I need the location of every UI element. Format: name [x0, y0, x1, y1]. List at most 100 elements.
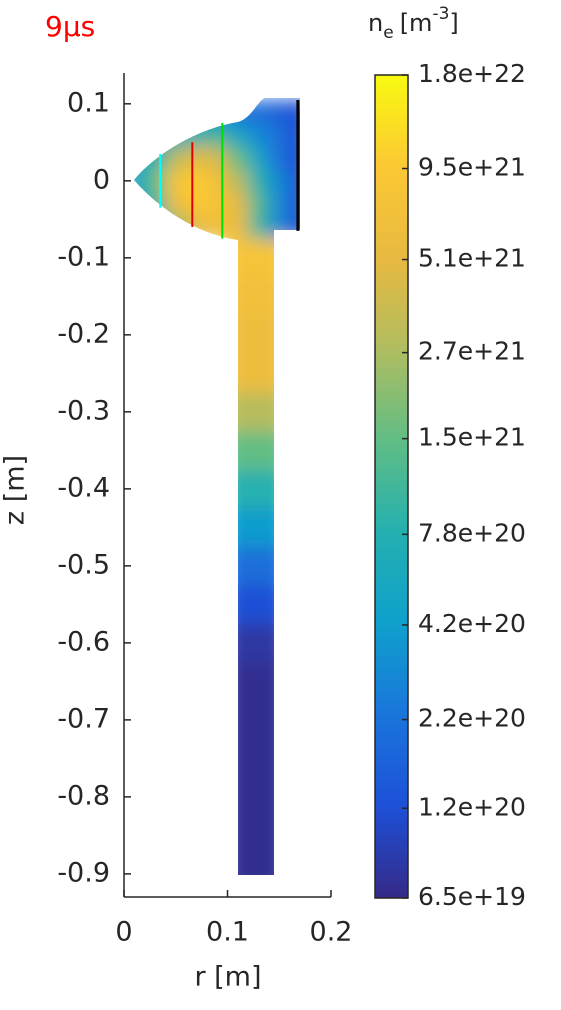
field-cell	[134, 192, 146, 216]
field-cell	[268, 146, 291, 170]
field-cell	[225, 469, 287, 509]
y-tick-label: -0.9	[57, 857, 110, 888]
field-cell	[289, 215, 300, 240]
y-tick-label: -0.3	[57, 395, 110, 426]
field-cell	[225, 739, 287, 779]
y-axis-label: z [m]	[0, 455, 31, 525]
colorbar-tick-label: 1.8e+22	[418, 59, 526, 88]
field-cell	[134, 169, 146, 193]
field-cell	[186, 99, 208, 124]
field-cell	[289, 169, 300, 193]
field-cell	[206, 169, 228, 193]
field-cell	[144, 123, 166, 147]
cb-exponent: -3	[432, 4, 449, 24]
field-cell	[206, 123, 228, 147]
colorbar-tick-label: 1.2e+20	[418, 792, 526, 821]
field-cell	[248, 169, 270, 193]
field-cell	[206, 215, 228, 240]
field-cell	[289, 192, 300, 216]
field-cell	[225, 431, 287, 471]
field-cell	[225, 816, 287, 856]
field-cell	[268, 169, 291, 193]
field-cell	[134, 146, 146, 170]
field-cell	[144, 215, 166, 240]
x-tick-label: 0.2	[310, 917, 353, 948]
field-cell	[268, 123, 291, 147]
field-cell	[248, 146, 270, 170]
field-cell	[227, 215, 249, 240]
field-cell	[144, 192, 166, 216]
field-cell	[186, 169, 208, 193]
field-cell	[225, 354, 287, 394]
chart-title: 9μs	[45, 10, 95, 43]
field-cell	[227, 99, 249, 124]
field-cell	[165, 192, 187, 216]
y-tick-label: -0.4	[57, 472, 110, 503]
field-cell	[186, 215, 208, 240]
y-tick-label: -0.7	[57, 703, 110, 734]
field-cell	[186, 123, 208, 147]
colorbar-tick-label: 2.7e+21	[418, 337, 526, 366]
field-cell	[248, 123, 270, 147]
field-cell	[227, 123, 249, 147]
field-cell	[248, 192, 270, 216]
field-cell	[225, 508, 287, 548]
colorbar-label: ne [m-3]	[368, 4, 459, 43]
field-cell	[165, 123, 187, 147]
field-cell	[206, 192, 228, 216]
colorbar-tick-label: 6.5e+19	[418, 882, 526, 911]
field	[134, 99, 300, 875]
field-cell	[289, 146, 300, 170]
colorbar-tick-label: 9.5e+21	[418, 153, 526, 182]
colorbar-tick-label: 4.2e+20	[418, 609, 526, 638]
colorbar-tick-label: 5.1e+21	[418, 244, 526, 273]
x-tick-label: 0	[115, 917, 132, 948]
field-cell	[248, 215, 270, 240]
y-tick-label: -0.5	[57, 549, 110, 580]
x-tick-label: 0.1	[206, 917, 249, 948]
colorbar	[374, 74, 409, 899]
field-cell	[225, 700, 287, 740]
field-cell	[225, 623, 287, 663]
field-cell	[165, 169, 187, 193]
x-axis-label: r [m]	[194, 962, 261, 993]
field-cell	[225, 777, 287, 817]
field-cell	[225, 585, 287, 625]
y-tick-label: -0.1	[57, 241, 110, 272]
field-cell	[206, 99, 228, 124]
field-cell	[165, 99, 187, 124]
colorbar-tick-label: 7.8e+20	[418, 518, 526, 547]
y-tick-label: 0.1	[67, 87, 110, 118]
field-clip	[134, 99, 300, 875]
field-cell	[144, 146, 166, 170]
field-cell	[225, 662, 287, 702]
y-tick-label: -0.8	[57, 780, 110, 811]
field-cell	[227, 192, 249, 216]
field-cell	[268, 192, 291, 216]
field-cell	[225, 854, 287, 875]
field-cell	[225, 315, 287, 355]
field-cell	[225, 238, 287, 278]
cb-unit: [m	[400, 9, 433, 37]
field-cell	[144, 169, 166, 193]
field-cell	[144, 99, 166, 124]
y-tick-label: 0	[93, 164, 110, 195]
colorbar-tick-label: 1.5e+21	[418, 423, 526, 452]
field-cell	[134, 215, 146, 240]
field-cell	[165, 146, 187, 170]
field-cell	[206, 146, 228, 170]
cb-close: ]	[449, 9, 458, 37]
field-cell	[227, 146, 249, 170]
field-cell	[165, 215, 187, 240]
cb-subscript: e	[383, 23, 393, 43]
field-cell	[225, 546, 287, 586]
field-cell	[248, 99, 270, 124]
field-cell	[268, 99, 291, 124]
field-cell	[289, 123, 300, 147]
cb-symbol: n	[368, 9, 383, 37]
field-cell	[186, 146, 208, 170]
field-cell	[134, 123, 146, 147]
field-cell	[225, 392, 287, 432]
y-tick-label: -0.2	[57, 318, 110, 349]
